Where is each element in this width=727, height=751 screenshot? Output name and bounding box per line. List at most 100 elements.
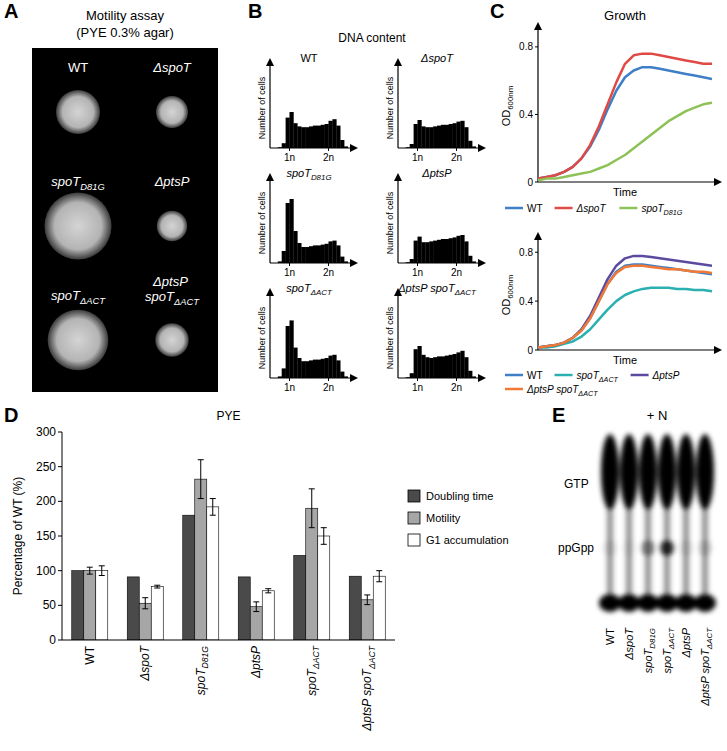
text-part: 2n — [323, 152, 334, 163]
panel-letter: E — [552, 404, 565, 426]
lane-label: ΔptsP spoTΔACT — [699, 627, 714, 707]
chart-title: WT — [300, 52, 317, 64]
motility-spot — [48, 310, 109, 371]
y-tick — [535, 46, 538, 47]
text-part: spoT — [194, 667, 208, 695]
text-part: 100 — [36, 564, 56, 578]
text-part: 0 — [527, 177, 533, 188]
histogram-bar — [414, 241, 418, 263]
text-part: Number of cells — [257, 76, 267, 139]
origin-spot — [694, 594, 716, 612]
y-tick-label: 0.4 — [519, 296, 533, 307]
error-bar — [99, 566, 105, 576]
text-part: 1n — [284, 152, 295, 163]
text-part: WT — [604, 628, 616, 645]
chart-title: spoTΔACT — [286, 282, 333, 297]
text-part: ΔspoT — [138, 644, 152, 681]
y-axis — [537, 24, 538, 182]
histogram-bar — [309, 246, 313, 263]
text-part: D81G — [648, 628, 657, 649]
chart-title: PYE — [216, 409, 240, 423]
y-axis-title: Number of cells — [385, 306, 395, 369]
histogram-bar — [429, 241, 433, 263]
y-tick-label: 0.8 — [519, 41, 533, 52]
histogram-bar — [313, 360, 317, 378]
origin-spot — [618, 594, 640, 612]
histogram-bar — [457, 236, 461, 263]
legend-swatch — [505, 374, 523, 377]
x-axis — [398, 262, 484, 263]
histogram-bar — [309, 360, 313, 378]
y-tick — [58, 605, 62, 606]
y-axis-title: Number of cells — [385, 191, 395, 254]
text-part: ΔACT — [454, 288, 477, 297]
histogram-bar — [309, 126, 313, 148]
x-tick-label: 1n — [284, 152, 295, 163]
histogram-bar — [317, 245, 321, 263]
text-part: 0.8 — [519, 41, 533, 52]
text-part: WT — [83, 645, 97, 664]
x-axis-title: Time — [613, 186, 637, 198]
text-part: 0 — [527, 345, 533, 356]
text-part: C — [490, 0, 504, 22]
x-tick-label: 2n — [451, 152, 462, 163]
strain-label: spoTΔACT — [51, 288, 106, 306]
ppgpp-spot — [641, 540, 655, 556]
histogram-bar — [340, 257, 344, 263]
lane-label: ΔspoT — [623, 627, 635, 661]
legend-swatch — [408, 490, 420, 502]
text-part: 1n — [412, 382, 423, 393]
lane-label: WT — [604, 628, 616, 645]
chart-title: ΔptsP — [421, 167, 452, 179]
text-part: 0 — [49, 633, 56, 647]
x-tick-label: 1n — [284, 267, 295, 278]
text-part: ΔACT — [598, 375, 619, 384]
histogram-bar — [464, 127, 468, 148]
histogram-bar — [340, 140, 344, 148]
histogram-bar — [460, 351, 464, 378]
histogram-bar — [329, 356, 333, 378]
y-tick-label: 300 — [36, 425, 56, 439]
gtp-spot — [620, 434, 638, 510]
x-tick-label: WT — [83, 645, 97, 664]
histogram-bar — [321, 359, 325, 378]
histogram-bar — [464, 357, 468, 378]
panel-letter: A — [4, 0, 18, 22]
motility-spot — [44, 192, 111, 259]
histogram-bar — [437, 126, 441, 148]
histogram-bar — [336, 245, 340, 263]
text-part: ΔspoT — [623, 627, 635, 661]
text-part: 600nm — [506, 85, 515, 110]
histogram-bar — [332, 355, 336, 378]
agar-plate — [32, 48, 218, 392]
panel-letter: D — [4, 404, 18, 426]
histogram-bar — [305, 127, 309, 148]
lines — [538, 54, 712, 181]
histogram-bar — [282, 143, 286, 148]
legend-swatch — [408, 512, 420, 524]
ppgpp-spot — [622, 540, 636, 556]
bar — [84, 571, 96, 640]
histogram-bar — [453, 123, 457, 148]
bar — [318, 536, 330, 640]
histogram-bar — [433, 126, 437, 148]
x-tick — [289, 263, 290, 266]
histogram-bar — [449, 355, 453, 378]
histogram-bar — [297, 358, 301, 378]
y-tick-label: 50 — [43, 598, 57, 612]
histogram-bar — [414, 349, 418, 378]
bar — [96, 571, 108, 640]
x-axis — [398, 147, 484, 148]
histogram-bar — [414, 124, 418, 148]
text-part: spoT — [661, 648, 673, 674]
text-part: ΔptsP — [421, 167, 452, 179]
y-tick-label: 0 — [527, 177, 533, 188]
text-part: Number of cells — [385, 306, 395, 369]
x-axis — [270, 147, 356, 148]
histogram — [406, 235, 476, 263]
text-part: WT — [68, 60, 88, 75]
text-part: ΔACT — [667, 627, 676, 650]
text-part: ΔptsP spoT — [526, 384, 579, 395]
error-bar — [309, 489, 315, 528]
x-tick — [417, 148, 418, 151]
